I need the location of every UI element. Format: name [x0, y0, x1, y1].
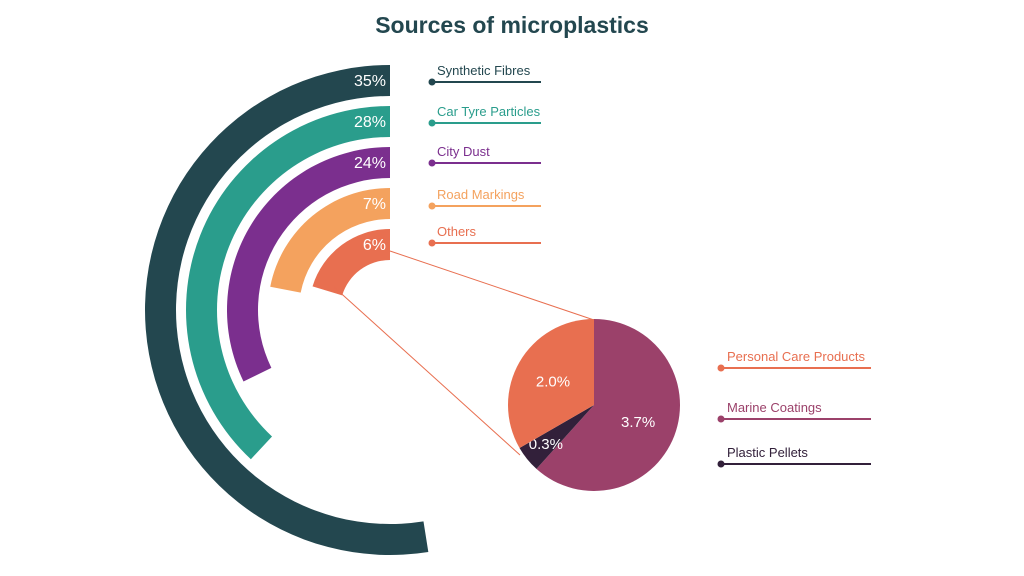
legend-label: Synthetic Fibres: [437, 63, 531, 78]
bar-value-label: 6%: [363, 237, 386, 254]
bar-value-label: 7%: [363, 196, 386, 213]
radial-bar-car-tyre-particles: [185, 106, 390, 460]
legend-label: Car Tyre Particles: [437, 104, 541, 119]
radial-bar-road-markings: [270, 188, 390, 293]
chart-title: Sources of microplastics: [375, 12, 649, 38]
pie-value-label: 3.7%: [621, 414, 655, 431]
pie-slice-marine-coatings: [536, 319, 680, 491]
legend-dot: [717, 364, 725, 372]
legend-dot: [717, 460, 725, 468]
legend-dot: [717, 415, 725, 423]
pie-value-label: 0.3%: [529, 436, 563, 453]
bar-value-label: 28%: [354, 114, 386, 131]
bar-value-label: 24%: [354, 155, 386, 172]
legend-label: Marine Coatings: [727, 400, 822, 415]
pie-slice-personal-care-products: [507, 319, 594, 448]
bar-value-label: 35%: [354, 73, 386, 90]
pie-value-label: 2.0%: [536, 373, 570, 390]
connector-line: [389, 250, 595, 321]
legend-label: Plastic Pellets: [727, 445, 808, 460]
legend-dot: [428, 202, 436, 210]
legend-dot: [428, 239, 436, 247]
legend-label: Personal Care Products: [727, 349, 866, 364]
legend-label: Others: [437, 224, 477, 239]
radial-bar-others: [312, 229, 390, 296]
legend-dot: [428, 119, 436, 127]
legend-dot: [428, 78, 436, 86]
radial-bar-city-dust: [226, 147, 390, 382]
connector-line: [333, 286, 521, 456]
legend-label: Road Markings: [437, 187, 525, 202]
pie-slice-plastic-pellets: [519, 405, 594, 469]
legend-label: City Dust: [437, 144, 490, 159]
legend-dot: [428, 159, 436, 167]
